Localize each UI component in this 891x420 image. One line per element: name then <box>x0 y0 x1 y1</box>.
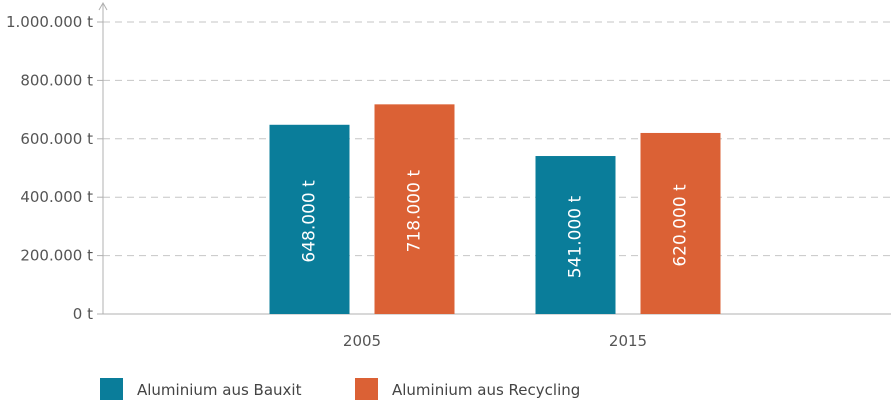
x-category-label: 2005 <box>343 332 381 350</box>
y-tick-label: 1.000.000 t <box>6 13 93 31</box>
x-category-label: 2015 <box>609 332 647 350</box>
bar-value-label: 541.000 t <box>566 195 586 278</box>
axes <box>98 1 891 315</box>
bars: 648.000 t 718.000 t 541.000 t 620.000 t <box>269 104 721 315</box>
y-tick-label: 800.000 t <box>20 71 93 89</box>
grid-lines <box>103 21 891 257</box>
y-tick-label: 400.000 t <box>20 188 93 206</box>
bar-value-label: 718.000 t <box>405 170 425 253</box>
bar <box>269 124 350 314</box>
bar <box>535 156 616 314</box>
y-tick-label: 600.000 t <box>20 130 93 148</box>
bar-value-label: 620.000 t <box>671 184 691 267</box>
y-tick-label: 200.000 t <box>20 247 93 265</box>
legend-label: Aluminium aus Bauxit <box>137 381 302 399</box>
legend-label: Aluminium aus Recycling <box>392 381 580 399</box>
legend: Aluminium aus Bauxit Aluminium aus Recycl… <box>100 378 580 400</box>
legend-swatch <box>355 378 378 400</box>
bar <box>640 132 721 314</box>
bar <box>374 104 455 315</box>
bar-value-label: 648.000 t <box>300 180 320 263</box>
legend-swatch <box>100 378 123 400</box>
y-axis-arrow <box>98 1 108 11</box>
y-axis-ticks: 0 t 200.000 t 400.000 t 600.000 t 800.000 t 1… <box>6 13 103 323</box>
y-tick-label: 0 t <box>73 305 93 323</box>
x-axis-categories: 2005 2015 <box>343 332 647 350</box>
